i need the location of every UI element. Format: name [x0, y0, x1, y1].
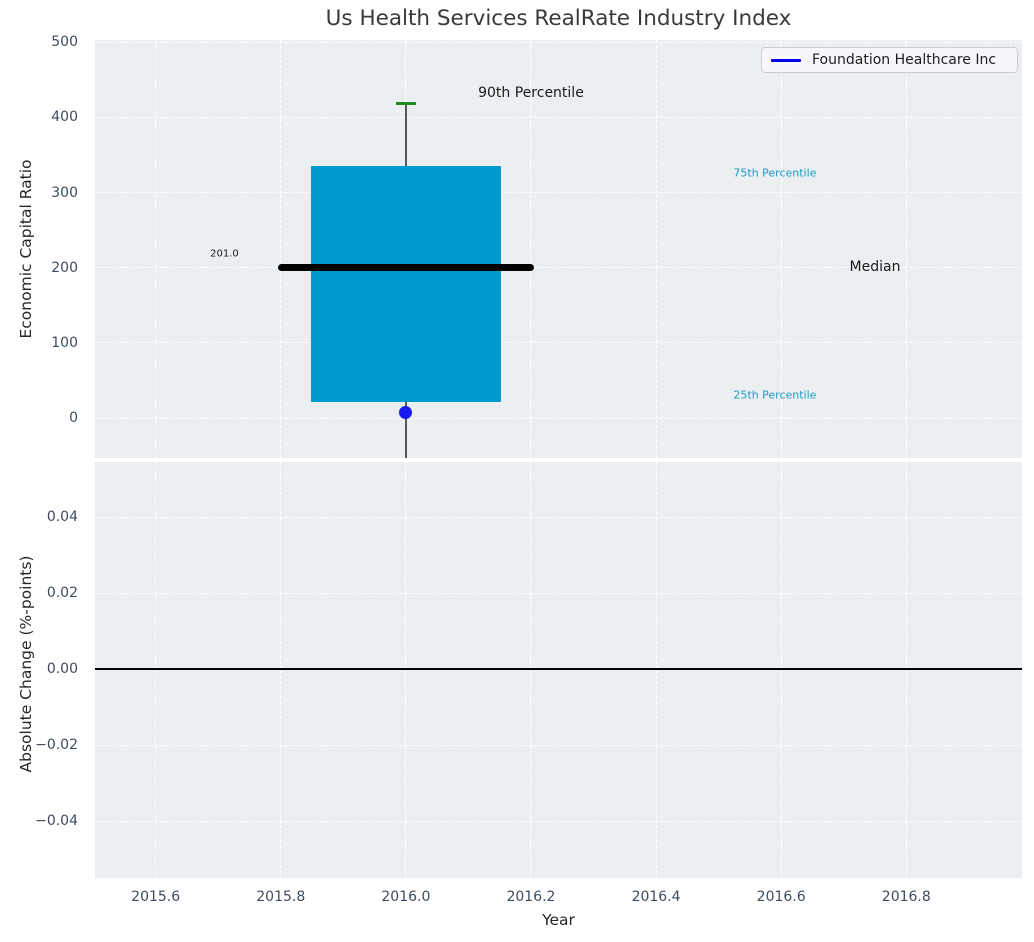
y-tick-label: 100 — [51, 334, 78, 351]
x-gridline — [655, 462, 657, 878]
legend-label: Foundation Healthcare Inc — [812, 52, 997, 68]
y-gridline — [95, 516, 1022, 518]
y-tick-label: −0.04 — [35, 813, 78, 829]
x-axis-label: Year — [542, 911, 575, 929]
y-gridline — [95, 744, 1022, 746]
annotation: 201.0 — [210, 248, 239, 260]
x-gridline — [155, 40, 157, 458]
y-gridline — [95, 41, 1022, 43]
y-tick-label: 0.02 — [46, 585, 78, 602]
whisker-cap — [395, 101, 416, 105]
y-gridline — [95, 192, 1022, 194]
x-tick-label: 2015.6 — [131, 889, 181, 905]
y-tick-label: 300 — [51, 184, 78, 201]
x-tick-label: 2016.8 — [881, 889, 931, 905]
zero-line — [95, 668, 1022, 670]
x-tick-label: 2016.4 — [631, 889, 681, 905]
x-gridline — [780, 40, 782, 458]
annotation: 90th Percentile — [478, 84, 584, 101]
company-point — [399, 405, 413, 419]
median-line — [277, 263, 534, 271]
y-gridline — [95, 820, 1022, 822]
x-tick-label: 2015.8 — [256, 889, 306, 905]
y-tick-label: 0.04 — [46, 509, 78, 526]
x-gridline — [280, 40, 282, 458]
y-tick-label: 0.00 — [46, 661, 78, 678]
y-gridline — [95, 417, 1022, 419]
y-tick-label: 0 — [69, 410, 78, 427]
x-gridline — [530, 40, 532, 458]
annotation: 75th Percentile — [733, 166, 817, 180]
x-gridline — [905, 40, 907, 458]
annotation: Median — [849, 259, 901, 276]
y-tick-label: 400 — [51, 109, 78, 126]
legend: Foundation Healthcare Inc — [761, 47, 1018, 73]
x-tick-label: 2016.0 — [381, 889, 431, 905]
x-tick-label: 2016.6 — [756, 889, 806, 905]
x-gridline — [280, 462, 282, 878]
y-gridline — [95, 267, 1022, 269]
chart-title: Us Health Services RealRate Industry Ind… — [325, 6, 792, 31]
top-axes: 90th Percentile 75th Percentile Median 25th… — [95, 40, 1022, 458]
y-tick-label: 200 — [51, 259, 78, 276]
x-gridline — [655, 40, 657, 458]
bottom-axes — [95, 462, 1022, 878]
y-tick-label: 500 — [51, 34, 78, 51]
x-gridline — [155, 462, 157, 878]
x-gridline — [905, 462, 907, 878]
x-tick-label: 2016.2 — [506, 889, 556, 905]
x-gridline — [780, 462, 782, 878]
x-gridline — [530, 462, 532, 878]
y-gridline — [95, 592, 1022, 594]
box — [310, 166, 501, 402]
y-gridline — [95, 116, 1022, 118]
y-gridline — [95, 342, 1022, 344]
legend-line-icon — [771, 58, 801, 62]
annotation: 25th Percentile — [733, 388, 817, 402]
x-gridline — [405, 462, 407, 878]
y-tick-label: −0.02 — [35, 737, 78, 754]
